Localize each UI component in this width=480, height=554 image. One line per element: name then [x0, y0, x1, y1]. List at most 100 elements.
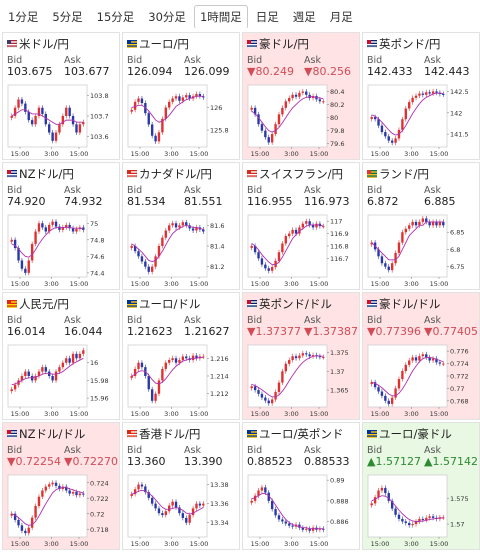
price-chart[interactable]: 1.575 1.57 15:00 3:00 15:00 — [365, 472, 479, 548]
y-tick-label: 116.9 — [330, 230, 349, 238]
rate-card[interactable]: カナダドル/円 Bid Ask 81.534 81.551 81.6 81.4 81.2 15:… — [122, 162, 240, 290]
candle-body — [305, 221, 308, 224]
bid-value: 142.433 — [367, 65, 413, 78]
rate-card[interactable]: 豪ドル/ドル Bid Ask ▼0.77396 ▼0.77405 0.776 0.774 0.… — [362, 292, 480, 420]
rate-card[interactable]: NZドル/ドル Bid Ask ▼0.72254 ▼0.72270 0.724 0.722 0… — [2, 422, 120, 550]
rate-card[interactable]: ユーロ/ドル Bid Ask 1.21623 1.21627 1.216 1.214 1.21… — [122, 292, 240, 420]
x-tick-label: 15:00 — [430, 410, 449, 418]
tab-weekly[interactable]: 週足 — [292, 10, 316, 24]
candle-body — [305, 91, 308, 95]
candle-body — [257, 252, 260, 259]
tab-monthly[interactable]: 月足 — [329, 10, 353, 24]
candle-body — [71, 228, 75, 232]
tab-15min[interactable]: 15分足 — [96, 10, 135, 24]
candle-body — [130, 109, 133, 112]
rate-card[interactable]: ランド/円 Bid Ask 6.872 6.885 6.85 6.8 6.75 15:00 3:0… — [362, 162, 480, 290]
pair-name[interactable]: ユーロ/豪ドル — [379, 427, 452, 441]
candle-body — [181, 222, 185, 226]
pair-name[interactable]: カナダドル/円 — [139, 167, 212, 181]
pair-name[interactable]: NZドル/円 — [19, 167, 74, 181]
candle-body — [24, 268, 27, 273]
pair-name[interactable]: ユーロ/ドル — [139, 297, 201, 311]
rate-card[interactable]: 英ポンド/円 Bid Ask 142.433 142.443 142.5 142 141.5 1… — [362, 32, 480, 160]
pair-name[interactable]: 香港ドル/円 — [139, 427, 201, 441]
tab-1min[interactable]: 1分足 — [8, 10, 39, 24]
candle-body — [267, 268, 270, 271]
candle-body — [27, 527, 30, 534]
tab-30min[interactable]: 30分足 — [148, 10, 186, 24]
candle-body — [44, 486, 47, 491]
candle-body — [281, 371, 284, 383]
pair-name[interactable]: 人民元/円 — [19, 297, 69, 311]
candle-body — [438, 362, 442, 364]
pair-name[interactable]: 豪ドル/ドル — [379, 297, 441, 311]
pair-name[interactable]: ランド/円 — [379, 167, 429, 181]
price-chart[interactable]: 126 125.8 15:00 3:00 15:00 — [125, 82, 239, 158]
candle-body — [157, 132, 161, 142]
tab-5min[interactable]: 5分足 — [52, 10, 83, 24]
rate-card[interactable]: 人民元/円 Bid Ask 16.014 16.044 16 15.98 15.96 15:00… — [2, 292, 120, 420]
x-tick-label: 15:00 — [310, 150, 329, 158]
ask-label: Ask — [424, 55, 441, 66]
candle-body — [17, 519, 20, 526]
candle-body — [438, 221, 442, 226]
pair-name[interactable]: 英ポンド/ドル — [259, 297, 332, 311]
rate-card[interactable]: ユーロ/英ポンド Bid Ask 0.88523 0.88533 0.89 0.888 0.8… — [242, 422, 360, 550]
rate-card[interactable]: スイスフラン/円 Bid Ask 116.955 116.973 117 116.9 116.… — [242, 162, 360, 290]
price-chart[interactable]: 0.89 0.888 0.886 15:00 3:00 15:00 — [245, 472, 359, 548]
y-tick-label: 15.98 — [90, 377, 109, 385]
y-tick-label: 1.214 — [210, 373, 229, 381]
price-chart[interactable]: 1.216 1.214 1.212 15:00 3:00 15:00 — [125, 342, 239, 418]
candle-body — [274, 124, 277, 134]
rate-card[interactable]: ユーロ/豪ドル Bid Ask ▲1.57127 ▲1.57142 1.575 1.57 15… — [362, 422, 480, 550]
pair-name[interactable]: NZドル/ドル — [19, 427, 86, 441]
pair-name[interactable]: ユーロ/円 — [139, 37, 189, 51]
tab-1hour[interactable]: 1時間足 — [193, 5, 248, 29]
x-tick-label: 3:00 — [284, 540, 299, 548]
candle-body — [408, 523, 411, 526]
candle-body — [301, 527, 305, 530]
rate-card[interactable]: 豪ドル/円 Bid Ask ▼80.249 ▼80.256 80.4 80.2 80 79.8 7… — [242, 32, 360, 160]
pair-name[interactable]: 米ドル/円 — [19, 37, 69, 51]
pair-name[interactable]: 豪ドル/円 — [259, 37, 309, 51]
candle-body — [75, 492, 78, 496]
y-tick-label: 0.886 — [330, 518, 349, 526]
price-chart[interactable]: 81.6 81.4 81.2 15:00 3:00 15:00 — [125, 212, 239, 288]
rate-card[interactable]: 英ポンド/ドル Bid Ask ▼1.37377 ▼1.37387 1.375 1.37 1.… — [242, 292, 360, 420]
candle-body — [54, 371, 58, 381]
candle-body — [51, 221, 54, 225]
rate-card[interactable]: 米ドル/円 Bid Ask 103.675 103.677 103.8 103.7 103.6… — [2, 32, 120, 160]
bid-label: Bid — [247, 315, 263, 326]
pair-name[interactable]: ユーロ/英ポンド — [259, 427, 344, 441]
rate-card[interactable]: NZドル/円 Bid Ask 74.920 74.932 75 74.8 74.6 74.4 15… — [2, 162, 120, 290]
bid-value: 116.955 — [247, 195, 293, 208]
price-chart[interactable]: 13.38 13.36 13.34 15:00 3:00 15:00 — [125, 472, 239, 548]
tab-daily[interactable]: 日足 — [255, 10, 279, 24]
x-tick-label: 3:00 — [44, 540, 59, 548]
moving-average-line — [251, 224, 324, 266]
price-chart[interactable]: 1.375 1.37 1.365 15:00 3:00 15:00 — [245, 342, 359, 418]
y-tick-label: 1.37 — [330, 368, 344, 376]
candle-body — [161, 513, 164, 516]
pair-name[interactable]: スイスフラン/円 — [259, 167, 344, 181]
price-chart[interactable]: 142.5 142 141.5 15:00 3:00 15:00 — [365, 82, 479, 158]
rate-card[interactable]: 香港ドル/円 Bid Ask 13.360 13.390 13.38 13.36 13.34 1… — [122, 422, 240, 550]
rate-card[interactable]: ユーロ/円 Bid Ask 126.094 126.099 126 125.8 15:00 3:… — [122, 32, 240, 160]
candle-body — [137, 484, 140, 490]
candle-body — [322, 357, 325, 359]
candle-body — [288, 360, 291, 364]
eu-flag-icon — [247, 430, 257, 438]
candle-body — [191, 508, 195, 516]
price-chart[interactable]: 117 116.9 116.8 116.7 15:00 3:00 15:00 — [245, 212, 359, 288]
bid-label: Bid — [247, 445, 263, 456]
price-chart[interactable]: 6.85 6.8 6.75 15:00 3:00 15:00 — [365, 212, 479, 288]
bid-label: Bid — [367, 55, 383, 66]
x-tick-label: 15:00 — [430, 150, 449, 158]
price-chart[interactable]: 103.8 103.7 103.6 15:00 3:00 15:00 — [5, 82, 119, 158]
pair-name[interactable]: 英ポンド/円 — [379, 37, 441, 51]
